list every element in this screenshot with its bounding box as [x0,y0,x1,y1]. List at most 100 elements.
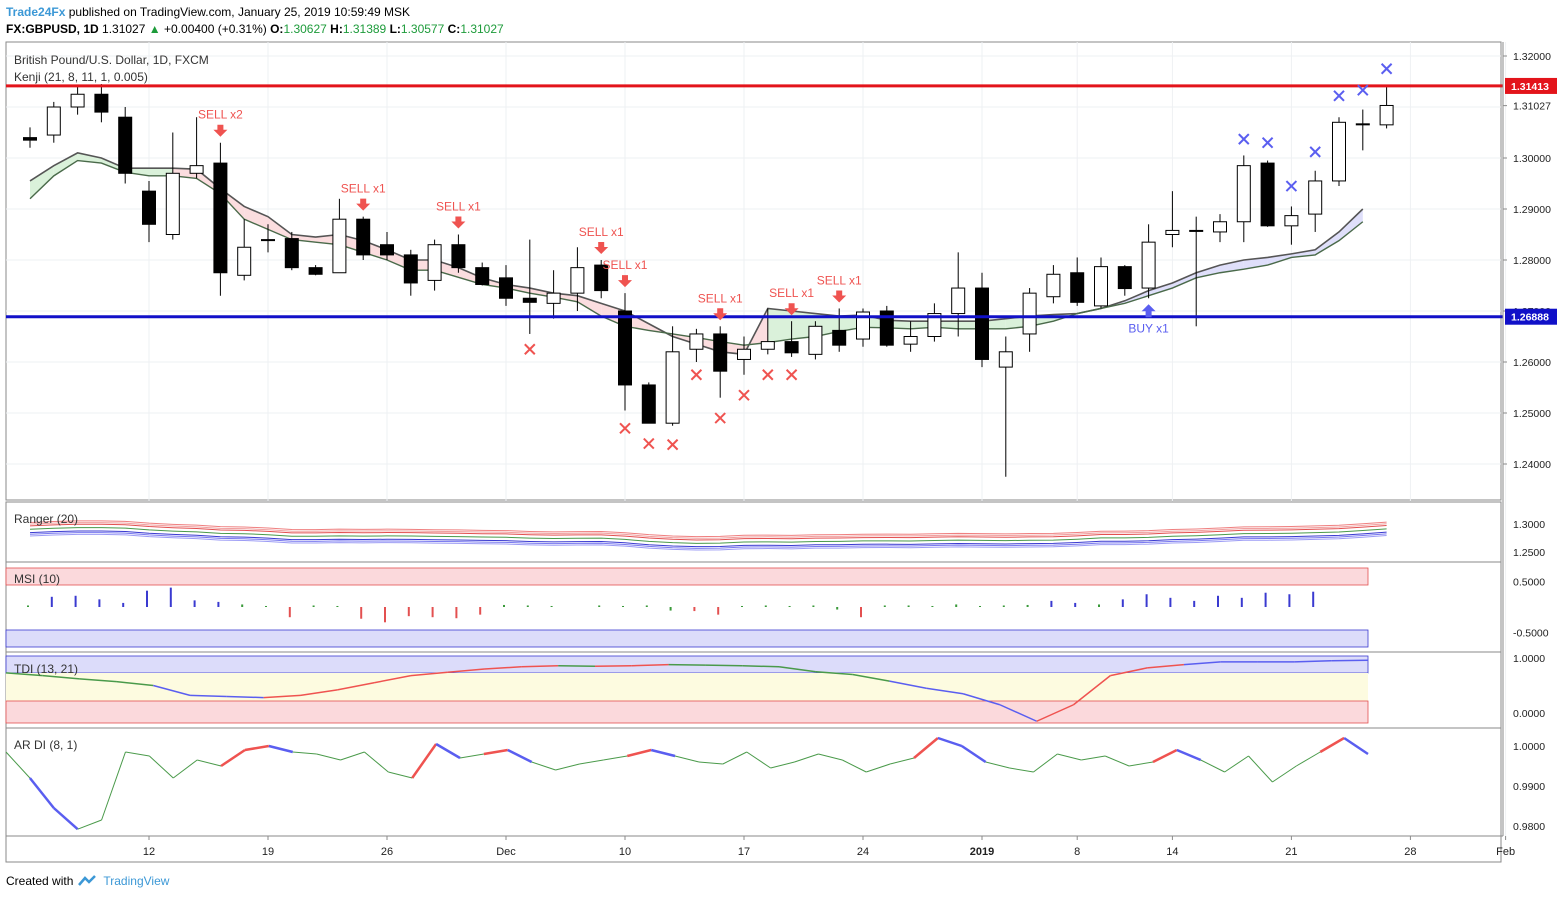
time-tick-label: 21 [1285,846,1297,858]
candle [641,382,656,424]
ardi-line-segment [459,753,484,759]
candle [1189,216,1204,327]
ardi-legend: AR DI (8, 1) [14,738,78,752]
candle-body [975,287,989,360]
ardi-line-segment [866,763,891,773]
buy-cross-icon [1285,180,1298,192]
candle-body [1046,273,1061,298]
candle-body [594,264,609,292]
tdi-line-segment [668,663,706,666]
tdi-line-segment [1147,663,1185,669]
time-tick-label: 24 [857,846,869,858]
ardi-line-segment [1272,765,1297,783]
ardi-line-segment [961,744,987,764]
candle-body [1165,229,1180,235]
buy-arrow-icon [1141,304,1156,318]
candle [1046,265,1061,304]
kenji-band-segment [53,152,78,176]
low-value: 1.30577 [400,22,445,36]
tdi-line-segment [1110,667,1148,677]
tdi-line-segment [410,671,448,677]
sell-cross-icon [524,343,536,355]
candle-body [1070,272,1085,303]
candle-body [1117,266,1132,290]
tdi-line-segment [962,693,1001,706]
tdi-line-segment [558,664,595,667]
buy-cross-icon [1309,146,1321,158]
candle [1141,224,1156,299]
chart-title: British Pound/U.S. Dollar, 1D, FXCM [14,53,209,67]
kenji-band-segment [1339,209,1363,241]
candle-body [522,297,537,303]
candle [308,265,323,276]
kenji-band-segment [767,308,792,343]
brand-name[interactable]: Trade24Fx [6,5,66,19]
ardi-line-segment [52,807,79,831]
ardi-line-segment [937,736,963,748]
price-tick-label: 1.30000 [1513,153,1551,165]
tdi-line-segment [42,674,80,680]
candle [1355,109,1370,151]
candle-body [165,172,180,236]
candle [665,326,680,426]
ardi-line-segment [722,751,747,765]
msi-lower-zone [5,629,1369,648]
candle [1117,265,1132,296]
ardi-line-segment [364,751,389,773]
ranger-legend: Ranger (20) [14,512,79,526]
candle [165,132,180,240]
tdi-line-segment [1036,704,1074,722]
ranger-line [29,523,1387,541]
candle-body [903,336,918,345]
kenji-band-segment [1148,282,1173,296]
candle-body [760,341,775,350]
candle-body [1260,162,1275,227]
ardi-line-segment [1009,767,1034,773]
buy-cross-icon [1357,84,1369,96]
sell-cross-icon [666,438,679,451]
tdi-line-segment [226,695,264,699]
ardi-line-segment [1319,736,1345,754]
buy-cross-icon [1380,63,1393,75]
candle-body [1094,266,1108,307]
ardi-line-segment [531,761,556,771]
candle [261,224,275,253]
candle [1236,155,1251,243]
sell-cross-icon [714,412,726,424]
time-tick-label: Feb [1496,846,1515,858]
candle [284,231,299,271]
tdi-line-segment [1294,660,1332,663]
footer-tradingview[interactable]: TradingView [103,874,170,888]
ardi-line-segment [28,777,55,809]
ardi-line-segment [340,751,365,761]
kenji-band-segment [244,206,268,230]
ardi-line-segment [149,755,174,779]
candle-body [308,267,323,275]
ardi-line-segment [1152,748,1178,764]
ardi-line-segment [1200,759,1225,773]
candle [70,86,85,115]
ardi-pane [5,727,1502,837]
ardi-line-segment [1057,753,1082,761]
candle-body [403,254,418,284]
candle [879,305,894,347]
kenji-band-segment [577,295,602,317]
tdi-line-segment [778,666,816,673]
tdi-tick-label: 1.0000 [1513,653,1545,665]
time-tick-label: 12 [143,846,155,858]
ranger-line [29,533,1387,551]
candle [403,249,418,296]
tdi-middle-zone [6,673,1368,701]
candle-body [665,351,680,424]
candle-body [951,287,966,315]
ardi-line-segment [125,751,150,757]
candle [94,84,109,123]
candle [499,265,513,306]
ardi-line-segment [101,751,126,821]
tdi-tick-label: 0.0000 [1513,708,1545,720]
price-tick-label: 1.24000 [1513,459,1551,471]
price-tick-label: 1.28000 [1513,255,1551,267]
candle [522,239,537,334]
time-tick-label: 19 [262,846,274,858]
